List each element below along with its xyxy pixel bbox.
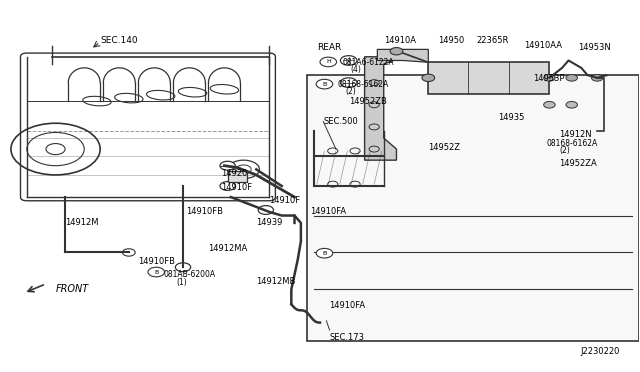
Circle shape (316, 79, 333, 89)
Text: 14912MB: 14912MB (256, 278, 296, 286)
Polygon shape (378, 49, 428, 62)
Circle shape (175, 263, 191, 272)
Circle shape (220, 182, 236, 190)
Circle shape (390, 48, 403, 55)
Circle shape (258, 206, 273, 214)
Text: 14910AA: 14910AA (524, 41, 562, 50)
Text: 14950: 14950 (438, 36, 464, 45)
Text: 08168-6162A: 08168-6162A (546, 139, 598, 148)
Text: 14910F: 14910F (221, 183, 252, 192)
Bar (307, 75, 639, 341)
Text: FRONT: FRONT (56, 284, 89, 294)
Text: 081A6-6122A: 081A6-6122A (342, 58, 394, 67)
Text: J2230220: J2230220 (580, 347, 620, 356)
Text: 14910A: 14910A (384, 36, 416, 45)
Text: SEC.500: SEC.500 (323, 117, 358, 126)
Text: B: B (323, 81, 326, 87)
Text: 14910FB: 14910FB (186, 207, 223, 217)
Circle shape (591, 74, 603, 81)
Text: 14910FA: 14910FA (310, 207, 347, 217)
Circle shape (543, 102, 555, 108)
Circle shape (340, 78, 357, 87)
Text: 08168-6162A: 08168-6162A (337, 80, 388, 89)
Text: (1): (1) (177, 278, 188, 287)
Circle shape (316, 248, 333, 258)
Text: 14953N: 14953N (578, 43, 611, 52)
Text: 14952ZB: 14952ZB (349, 97, 387, 106)
Polygon shape (365, 57, 403, 160)
Text: 14920: 14920 (221, 169, 248, 177)
Text: (2): (2) (559, 147, 570, 155)
Bar (228, 171, 246, 182)
Circle shape (122, 249, 135, 256)
Text: 14953P: 14953P (534, 74, 565, 83)
Circle shape (340, 56, 357, 65)
Text: 14912N: 14912N (559, 130, 591, 139)
Text: REAR: REAR (317, 43, 341, 52)
Text: 14912M: 14912M (65, 218, 99, 227)
Text: 14912MA: 14912MA (209, 244, 248, 253)
Circle shape (543, 74, 555, 81)
Circle shape (320, 57, 337, 67)
Text: 14952ZA: 14952ZA (559, 159, 596, 169)
Text: 081AB-6200A: 081AB-6200A (164, 270, 216, 279)
Text: SEC.140: SEC.140 (100, 36, 138, 45)
Text: 14910FB: 14910FB (138, 257, 175, 266)
Text: (2): (2) (346, 87, 356, 96)
Text: 14935: 14935 (499, 113, 525, 122)
Circle shape (148, 267, 164, 277)
Text: (4): (4) (351, 65, 362, 74)
Text: 14939: 14939 (256, 218, 283, 227)
Text: 14952Z: 14952Z (428, 143, 460, 152)
Text: H: H (326, 60, 331, 64)
Text: 14910F: 14910F (269, 196, 300, 205)
Circle shape (422, 74, 435, 81)
Bar (428, 62, 549, 94)
Text: B: B (323, 251, 326, 256)
Text: 14910FA: 14910FA (330, 301, 365, 311)
Circle shape (566, 102, 577, 108)
Text: SEC.173: SEC.173 (330, 333, 365, 342)
Text: 22365R: 22365R (476, 36, 509, 45)
Circle shape (220, 161, 236, 170)
Circle shape (316, 318, 331, 327)
Circle shape (566, 74, 577, 81)
Text: B: B (154, 270, 158, 275)
